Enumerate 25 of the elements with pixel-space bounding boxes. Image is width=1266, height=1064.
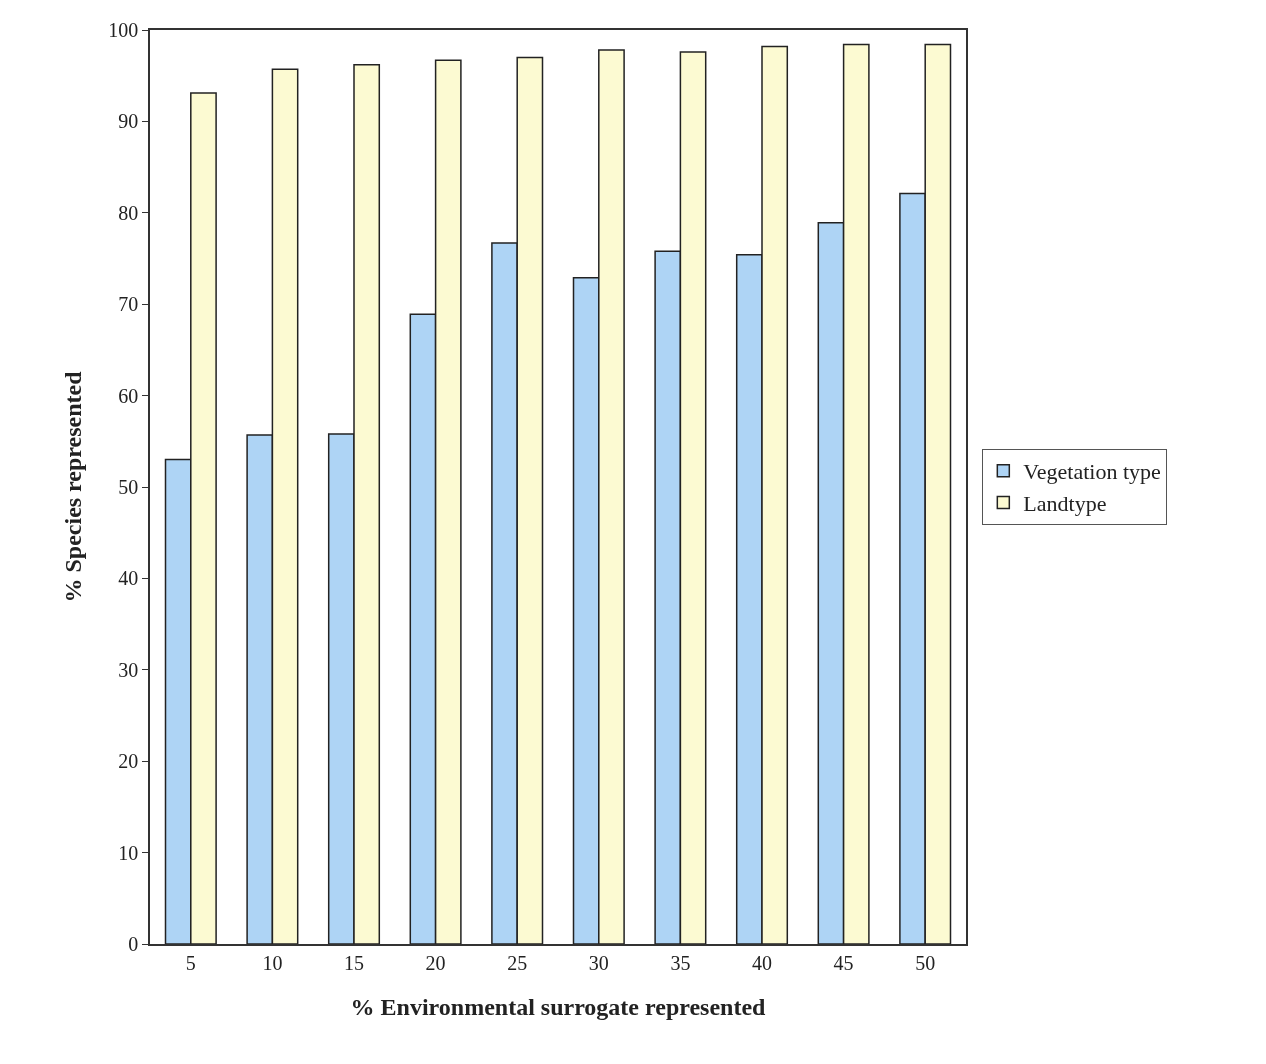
y-tick-label: 100 [108, 19, 139, 41]
y-tick-label: 90 [118, 110, 139, 133]
x-tick-label: 5 [185, 951, 196, 974]
y-tick-label: 30 [118, 658, 139, 681]
y-tick-label: 40 [118, 567, 139, 590]
y-tick-label: 60 [118, 384, 139, 407]
y-axis-title: % Species represented [59, 370, 86, 603]
x-axis-title: % Environmental surrogate represented [350, 993, 767, 1020]
legend-label: Vegetation type [1023, 459, 1161, 485]
y-tick-label: 50 [118, 476, 139, 498]
x-tick-label: 20 [425, 951, 446, 974]
x-tick-label: 50 [915, 951, 936, 974]
x-tick-label: 10 [262, 951, 283, 974]
x-tick-label: 25 [507, 951, 528, 974]
x-tick-label: 30 [588, 951, 609, 974]
x-tick-label: 40 [752, 951, 772, 974]
y-tick-label: 20 [118, 750, 139, 773]
y-tick-label: 0 [128, 933, 139, 955]
y-tick-label: 10 [118, 841, 139, 864]
x-tick-label: 45 [833, 951, 854, 974]
y-tick-label: 80 [118, 201, 139, 224]
x-tick-label: 35 [670, 951, 691, 974]
x-tick-label: 15 [344, 951, 364, 974]
y-tick-label: 70 [118, 293, 139, 316]
legend-label: Landtype [1023, 490, 1107, 516]
